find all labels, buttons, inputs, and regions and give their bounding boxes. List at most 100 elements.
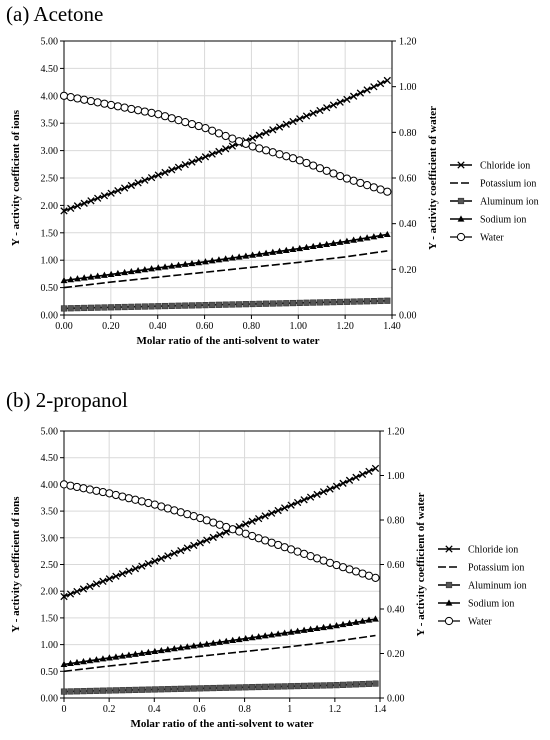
data-point <box>242 520 250 528</box>
data-point <box>303 243 310 251</box>
data-point <box>276 300 283 307</box>
data-point <box>107 100 116 110</box>
y2-tick-label: 1.20 <box>399 37 417 48</box>
data-point <box>121 303 128 311</box>
data-point <box>228 142 237 150</box>
data-point <box>127 267 135 275</box>
data-point <box>289 117 297 126</box>
data-point <box>269 126 277 134</box>
data-point <box>138 649 146 656</box>
data-point <box>125 686 132 694</box>
data-point <box>151 686 158 693</box>
data-point <box>228 254 236 261</box>
data-point <box>79 484 88 493</box>
x-tick-label: 1.00 <box>290 321 308 332</box>
data-point <box>125 567 133 575</box>
data-point <box>141 303 148 310</box>
data-point <box>183 643 191 650</box>
data-point <box>161 263 169 270</box>
data-point <box>128 303 135 310</box>
data-point <box>256 300 263 307</box>
data-point <box>164 646 172 653</box>
data-point <box>370 298 377 305</box>
data-point <box>249 684 256 691</box>
data-point <box>196 539 204 547</box>
data-point <box>73 202 82 210</box>
data-point <box>323 240 331 247</box>
data-point <box>357 298 364 305</box>
data-point <box>60 688 68 695</box>
data-point <box>127 104 136 114</box>
data-point <box>288 683 295 690</box>
data-point <box>101 304 108 311</box>
data-point <box>92 486 101 495</box>
data-point <box>202 258 209 265</box>
x-tick-label: 1.2 <box>329 704 342 715</box>
data-point <box>80 95 89 104</box>
data-point <box>294 627 302 634</box>
data-point <box>92 580 101 588</box>
data-point <box>154 171 162 179</box>
y-tick-label: 0.00 <box>41 694 59 705</box>
data-point <box>203 536 211 544</box>
data-point <box>155 303 162 310</box>
data-point <box>274 630 282 637</box>
data-point <box>99 687 107 694</box>
data-point <box>296 115 304 123</box>
x-tick-label: 1.20 <box>336 321 354 332</box>
data-point <box>121 268 129 276</box>
data-point <box>201 124 210 133</box>
legend-label: Potassium ion <box>468 563 524 574</box>
data-point <box>358 470 367 479</box>
data-point <box>201 153 210 161</box>
data-point <box>94 272 102 279</box>
data-point <box>221 145 230 153</box>
y-tick-label: 3.50 <box>41 119 59 130</box>
data-point <box>190 685 197 692</box>
data-point <box>323 104 331 112</box>
data-point <box>194 121 203 131</box>
data-point <box>177 685 184 692</box>
data-point <box>371 464 380 473</box>
data-point <box>326 682 334 689</box>
series-aluminum-ion <box>60 297 391 312</box>
y-tick-label: 1.50 <box>41 228 59 239</box>
data-point <box>275 683 282 690</box>
data-point <box>181 260 189 267</box>
data-point <box>300 626 308 633</box>
legend-marker <box>457 197 465 205</box>
data-point <box>255 633 263 640</box>
data-point <box>281 683 288 690</box>
data-point <box>154 110 163 119</box>
x-tick-label: 0.20 <box>102 321 120 332</box>
data-point <box>356 178 365 188</box>
legend-label: Aluminum ion <box>468 581 527 592</box>
legend-label: Aluminum ion <box>480 197 539 208</box>
data-point <box>151 557 159 565</box>
data-point <box>350 298 357 305</box>
legend-marker <box>457 161 465 169</box>
data-point <box>363 181 372 190</box>
data-point <box>73 688 81 695</box>
data-point <box>203 640 211 647</box>
y-tick-label: 3.00 <box>41 533 59 544</box>
data-point <box>107 189 115 197</box>
y-tick-label: 2.00 <box>41 587 59 598</box>
data-point <box>248 517 256 525</box>
data-point <box>282 246 290 253</box>
y-tick-label: 4.00 <box>41 480 59 491</box>
data-point <box>295 156 304 165</box>
data-point <box>229 636 237 644</box>
data-point <box>330 239 337 246</box>
data-point <box>154 264 162 271</box>
data-point <box>106 687 113 694</box>
tick-labels: 0.00 0.20 0.40 0.60 0.80 1.00 1.20 1.400.000.50… <box>41 37 417 333</box>
data-point <box>229 301 236 308</box>
data-point <box>190 642 198 649</box>
data-point <box>275 123 284 131</box>
x-tick-label: 0.8 <box>238 704 251 715</box>
legend: Chloride ion Potassium ion Aluminum ion Sod… <box>450 161 539 244</box>
data-point <box>343 95 351 104</box>
data-point <box>313 624 321 632</box>
data-point <box>202 302 209 309</box>
